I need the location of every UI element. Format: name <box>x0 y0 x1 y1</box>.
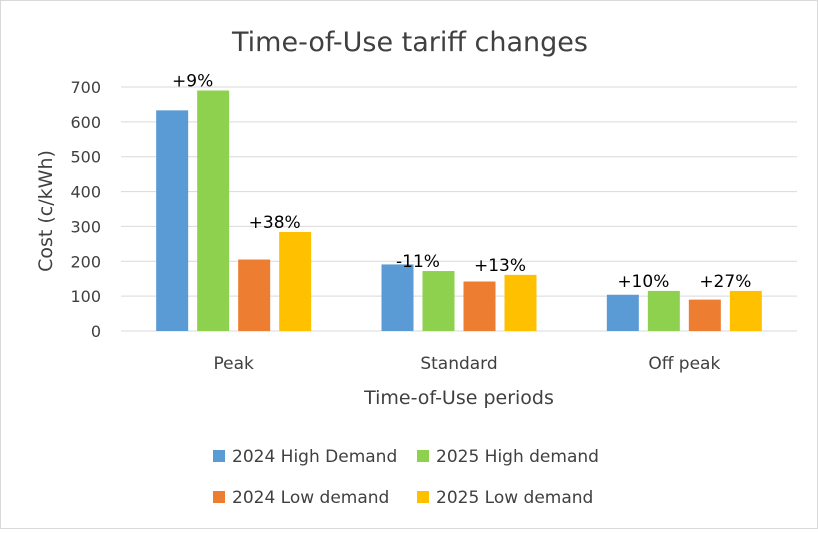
bar <box>381 264 414 331</box>
data-label: +27% <box>699 272 751 292</box>
bar <box>279 232 312 331</box>
x-axis-title: Time-of-Use periods <box>363 387 554 409</box>
y-tick-label: 100 <box>70 287 101 306</box>
x-tick-label: Standard <box>420 354 497 374</box>
y-tick-label: 400 <box>70 183 101 202</box>
legend: 2024 High Demand 2025 High demand 2024 Low… <box>213 447 599 508</box>
bar <box>197 90 230 331</box>
bar <box>238 259 271 331</box>
y-tick-label: 700 <box>70 78 101 97</box>
legend-label: 2025 High demand <box>436 447 599 467</box>
bar <box>463 281 496 331</box>
y-tick-labels: 0 100 200 300 400 500 600 700 <box>70 78 101 341</box>
y-tick-label: 0 <box>91 322 101 341</box>
bar <box>606 294 639 331</box>
legend-swatch <box>213 450 225 462</box>
legend-swatch <box>417 450 429 462</box>
y-tick-label: 500 <box>70 148 101 167</box>
x-category-labels: Peak Standard Off peak <box>213 354 720 374</box>
bar <box>156 110 189 332</box>
data-label: +9% <box>172 71 213 91</box>
data-labels: +9% +38% -11% +13% +10% +27% <box>172 71 751 291</box>
data-label: +10% <box>617 272 669 292</box>
legend-label: 2025 Low demand <box>436 488 593 508</box>
legend-label: 2024 High Demand <box>232 447 397 467</box>
data-label: -11% <box>396 252 440 272</box>
bar <box>647 290 680 331</box>
bar <box>504 274 537 331</box>
y-tick-label: 200 <box>70 252 101 271</box>
x-tick-label: Peak <box>213 354 254 374</box>
legend-swatch <box>213 491 225 503</box>
bars <box>156 90 762 332</box>
legend-label: 2024 Low demand <box>232 488 389 508</box>
bar <box>729 290 762 331</box>
bar <box>688 299 721 331</box>
data-label: +38% <box>249 213 301 233</box>
y-tick-label: 300 <box>70 217 101 236</box>
gridlines <box>121 86 797 332</box>
y-tick-label: 600 <box>70 113 101 132</box>
x-tick-label: Off peak <box>648 354 720 374</box>
bar <box>422 271 455 331</box>
y-axis-title: Cost (c/kWh) <box>35 150 57 272</box>
legend-swatch <box>417 491 429 503</box>
chart-title: Time-of-Use tariff changes <box>231 27 588 58</box>
data-label: +13% <box>474 256 526 276</box>
